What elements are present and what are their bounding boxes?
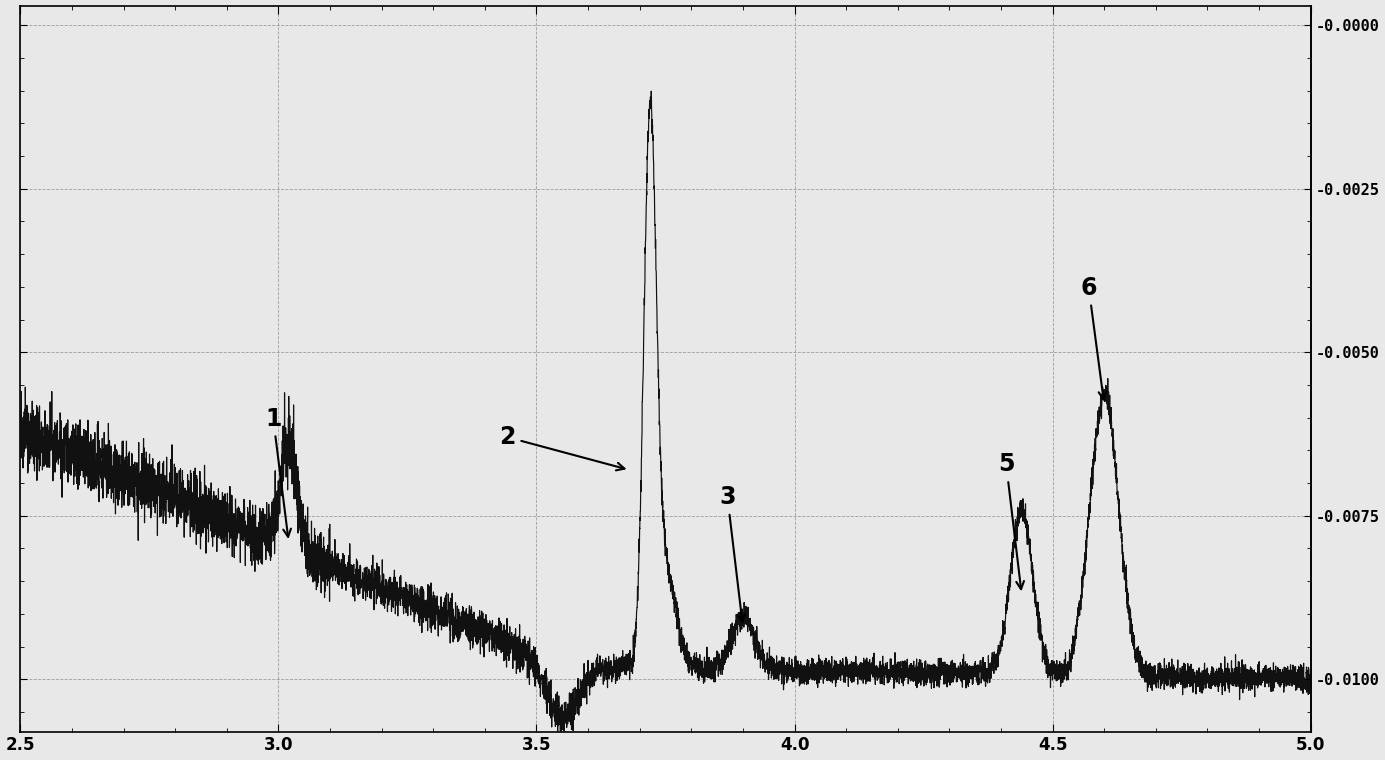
- Text: 3: 3: [719, 485, 745, 622]
- Text: 5: 5: [999, 452, 1024, 589]
- Text: 2: 2: [500, 426, 625, 470]
- Text: 6: 6: [1080, 276, 1107, 400]
- Text: 1: 1: [265, 407, 291, 537]
